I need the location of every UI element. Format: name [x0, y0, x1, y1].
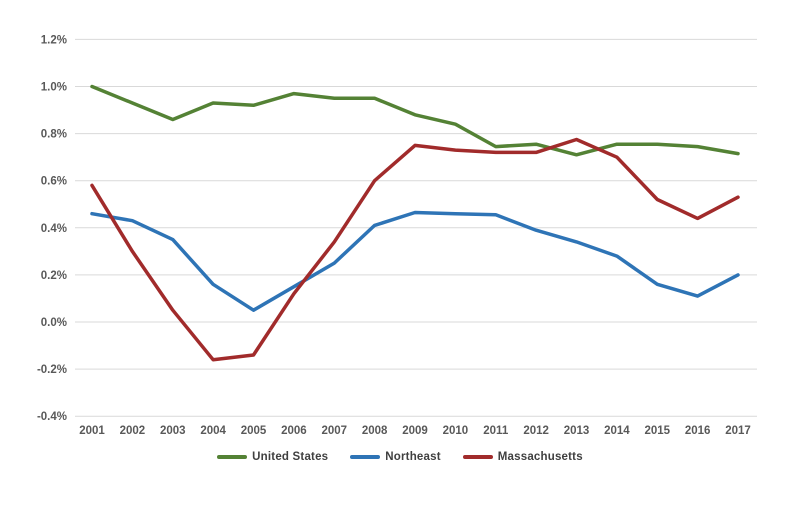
y-axis-tick-label: -0.4% — [37, 411, 67, 423]
x-axis-tick-label: 2006 — [281, 425, 307, 437]
y-axis-tick-label: 0.8% — [41, 129, 67, 141]
x-axis-tick-label: 2011 — [483, 425, 509, 437]
x-axis-tick-label: 2017 — [725, 425, 751, 437]
legend-item-northeast: Northeast — [350, 451, 441, 463]
y-axis-tick-label: 1.2% — [41, 34, 67, 46]
x-axis-tick-label: 2002 — [120, 425, 146, 437]
x-axis-tick-label: 2009 — [402, 425, 428, 437]
legend-label-united-states: United States — [252, 451, 329, 463]
x-axis-tick-label: 2010 — [443, 425, 469, 437]
legend-item-united-states: United States — [217, 451, 328, 463]
x-axis-tick-label: 2005 — [241, 425, 267, 437]
legend-line-swatch-massachusetts — [462, 455, 493, 459]
x-axis-tick-label: 2001 — [79, 425, 105, 437]
y-axis-tick-label: 0.0% — [41, 317, 67, 329]
x-axis-tick-label: 2004 — [200, 425, 226, 437]
series-line-massachusetts — [90, 137, 740, 362]
legend-line-swatch-united-states — [217, 455, 248, 459]
x-axis-tick-label: 2016 — [685, 425, 711, 437]
x-axis-tick-label: 2015 — [644, 425, 670, 437]
x-axis-tick-label: 2012 — [523, 425, 549, 437]
y-axis-tick-label: 0.6% — [41, 176, 67, 188]
legend-line-swatch-northeast — [350, 455, 381, 459]
y-axis-tick-label: 0.4% — [41, 223, 67, 235]
y-axis-tick-label: 0.2% — [41, 270, 67, 282]
x-axis-tick-label: 2014 — [604, 425, 630, 437]
x-axis-tick-label: 2008 — [362, 425, 388, 437]
legend: United States Northeast Massachusetts — [0, 451, 800, 463]
x-axis-tick-label: 2013 — [564, 425, 590, 437]
legend-label-massachusetts: Massachusetts — [497, 451, 583, 463]
x-axis-tick-label: 2003 — [160, 425, 186, 437]
series-line-northeast — [90, 210, 740, 312]
series-line-united-states — [90, 84, 740, 157]
legend-item-massachusetts: Massachusetts — [462, 451, 583, 463]
legend-label-northeast: Northeast — [385, 451, 441, 463]
x-axis-tick-label: 2007 — [321, 425, 347, 437]
y-axis-tick-label: 1.0% — [41, 82, 67, 94]
y-axis-tick-label: -0.2% — [37, 364, 67, 376]
